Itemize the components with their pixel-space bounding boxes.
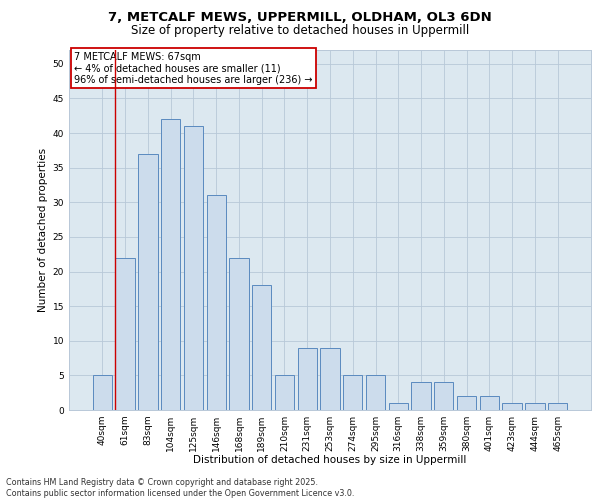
- Text: Contains HM Land Registry data © Crown copyright and database right 2025.
Contai: Contains HM Land Registry data © Crown c…: [6, 478, 355, 498]
- Bar: [93, 376, 112, 410]
- Bar: [457, 396, 476, 410]
- Bar: [115, 258, 135, 410]
- Bar: [252, 286, 271, 410]
- Text: 7, METCALF MEWS, UPPERMILL, OLDHAM, OL3 6DN: 7, METCALF MEWS, UPPERMILL, OLDHAM, OL3 …: [108, 11, 492, 24]
- Bar: [275, 376, 294, 410]
- Bar: [229, 258, 248, 410]
- Bar: [343, 376, 362, 410]
- Bar: [184, 126, 203, 410]
- Bar: [479, 396, 499, 410]
- Bar: [206, 196, 226, 410]
- Bar: [366, 376, 385, 410]
- Bar: [525, 403, 545, 410]
- Bar: [320, 348, 340, 410]
- Bar: [138, 154, 158, 410]
- Bar: [161, 119, 181, 410]
- Bar: [298, 348, 317, 410]
- Bar: [502, 403, 522, 410]
- Text: 7 METCALF MEWS: 67sqm
← 4% of detached houses are smaller (11)
96% of semi-detac: 7 METCALF MEWS: 67sqm ← 4% of detached h…: [74, 52, 313, 85]
- X-axis label: Distribution of detached houses by size in Uppermill: Distribution of detached houses by size …: [193, 456, 467, 466]
- Text: Size of property relative to detached houses in Uppermill: Size of property relative to detached ho…: [131, 24, 469, 37]
- Bar: [548, 403, 567, 410]
- Bar: [412, 382, 431, 410]
- Bar: [434, 382, 454, 410]
- Bar: [389, 403, 408, 410]
- Y-axis label: Number of detached properties: Number of detached properties: [38, 148, 49, 312]
